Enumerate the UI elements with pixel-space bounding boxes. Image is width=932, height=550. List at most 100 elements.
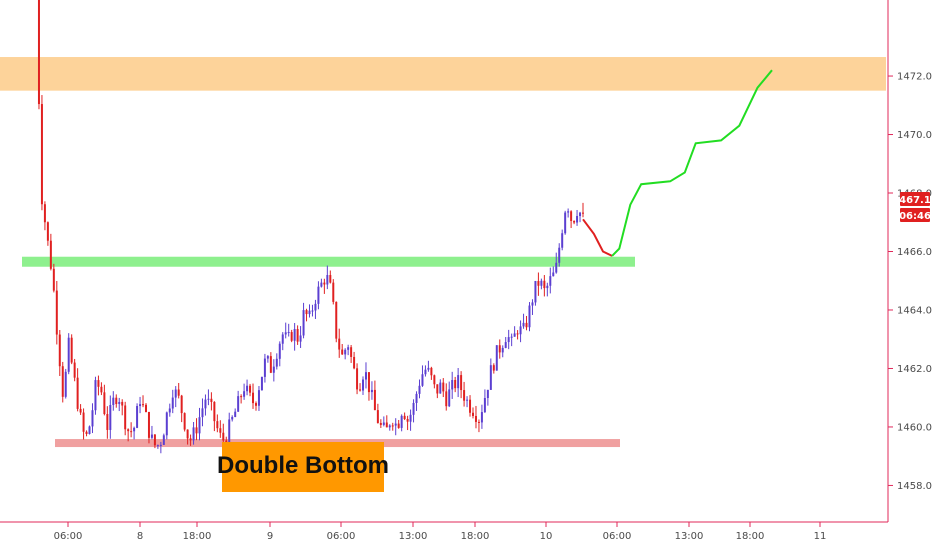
candle-body xyxy=(296,329,299,342)
candle-body xyxy=(323,282,326,285)
time-tick-label: 11 xyxy=(814,531,827,542)
candle-body xyxy=(367,372,370,393)
candle-body xyxy=(249,385,252,393)
candle-body xyxy=(525,322,528,328)
candle-body xyxy=(287,332,290,334)
candle-body xyxy=(225,440,228,443)
candle-body xyxy=(421,374,424,386)
candle-body xyxy=(311,310,314,312)
candle-body xyxy=(483,398,486,413)
candle-body xyxy=(133,427,136,432)
candle-body xyxy=(573,220,576,223)
candle-body xyxy=(174,389,177,398)
time-tick-label: 06:00 xyxy=(603,531,632,542)
candle-body xyxy=(272,366,275,373)
time-tick-label: 8 xyxy=(137,531,143,542)
candle-body xyxy=(222,432,225,441)
candle-body xyxy=(436,384,439,394)
candle-body xyxy=(269,356,272,373)
candle-body xyxy=(228,419,231,443)
candle-body xyxy=(335,301,338,339)
candle-body xyxy=(177,389,180,396)
candle-body xyxy=(403,415,406,420)
candle-body xyxy=(37,0,40,105)
price-tick-label: 1458.00 xyxy=(897,481,932,492)
candle-body xyxy=(246,385,249,392)
time-tick-label: 18:00 xyxy=(183,531,212,542)
candle-body xyxy=(278,343,281,359)
candle-body xyxy=(344,349,347,355)
price-tick-label: 1466.00 xyxy=(897,247,932,258)
price-tick-label: 1470.00 xyxy=(897,130,932,141)
candle-body xyxy=(364,372,367,380)
candle-body xyxy=(332,282,335,302)
candle-body xyxy=(192,427,195,441)
candlestick-series xyxy=(37,0,584,454)
candle-body xyxy=(103,392,106,415)
candle-body xyxy=(582,212,584,214)
candle-body xyxy=(260,376,263,391)
candle-body xyxy=(94,380,97,411)
candle-body xyxy=(219,428,222,433)
resistance-zone-rect xyxy=(0,57,886,91)
candle-body xyxy=(576,216,579,223)
candle-body xyxy=(477,421,480,423)
price-axis-ticks: 1458.001460.001462.001464.001466.001468.… xyxy=(888,72,932,492)
candle-body xyxy=(293,329,296,341)
candle-body xyxy=(338,338,341,350)
candle-body xyxy=(495,345,498,371)
candle-body xyxy=(159,444,162,446)
candle-body xyxy=(561,233,564,248)
candle-body xyxy=(124,405,127,430)
time-to-close-value: 06:46 xyxy=(899,211,931,222)
candle-body xyxy=(388,425,391,428)
candle-body xyxy=(317,286,320,304)
candle-body xyxy=(49,240,52,269)
candle-body xyxy=(320,282,323,287)
candle-body xyxy=(186,429,189,439)
candle-body xyxy=(64,371,67,397)
candle-body xyxy=(142,404,145,406)
candle-body xyxy=(281,334,284,344)
candle-body xyxy=(442,382,445,392)
candle-body xyxy=(252,392,255,404)
candle-body xyxy=(299,335,302,342)
candle-body xyxy=(466,399,469,401)
candle-body xyxy=(266,356,269,359)
candle-body xyxy=(91,410,94,427)
candle-body xyxy=(534,280,537,303)
candle-body xyxy=(504,342,507,348)
candle-body xyxy=(240,396,243,398)
candle-body xyxy=(513,333,516,337)
candle-body xyxy=(448,389,451,407)
candle-body xyxy=(308,310,311,315)
candle-body xyxy=(457,375,460,389)
candle-body xyxy=(118,401,121,405)
candle-body xyxy=(40,104,43,205)
time-tick-label: 13:00 xyxy=(675,531,704,542)
candle-body xyxy=(109,405,112,430)
candle-body xyxy=(469,399,472,413)
candle-body xyxy=(127,429,130,432)
candle-body xyxy=(531,302,534,306)
candle-body xyxy=(486,389,489,399)
projection-rally-path xyxy=(611,69,773,257)
time-tick-label: 10 xyxy=(540,531,553,542)
candle-body xyxy=(237,396,240,412)
candle-body xyxy=(43,204,46,223)
time-axis-ticks: 06:00 8 18:00 9 06:00 13:00 18:00 10 06:00 13:00 1… xyxy=(54,522,827,542)
candle-body xyxy=(171,397,174,409)
candle-body xyxy=(350,347,353,357)
candle-body xyxy=(445,391,448,407)
candle-body xyxy=(153,434,156,446)
candle-body xyxy=(76,377,79,409)
candle-body xyxy=(112,397,115,406)
candle-body xyxy=(305,310,308,315)
candle-body xyxy=(180,395,183,414)
projection-pullback-path xyxy=(582,218,613,257)
candle-body xyxy=(284,332,287,335)
candle-body xyxy=(263,358,266,377)
candle-body xyxy=(522,322,525,327)
time-tick-label: 9 xyxy=(267,531,273,542)
